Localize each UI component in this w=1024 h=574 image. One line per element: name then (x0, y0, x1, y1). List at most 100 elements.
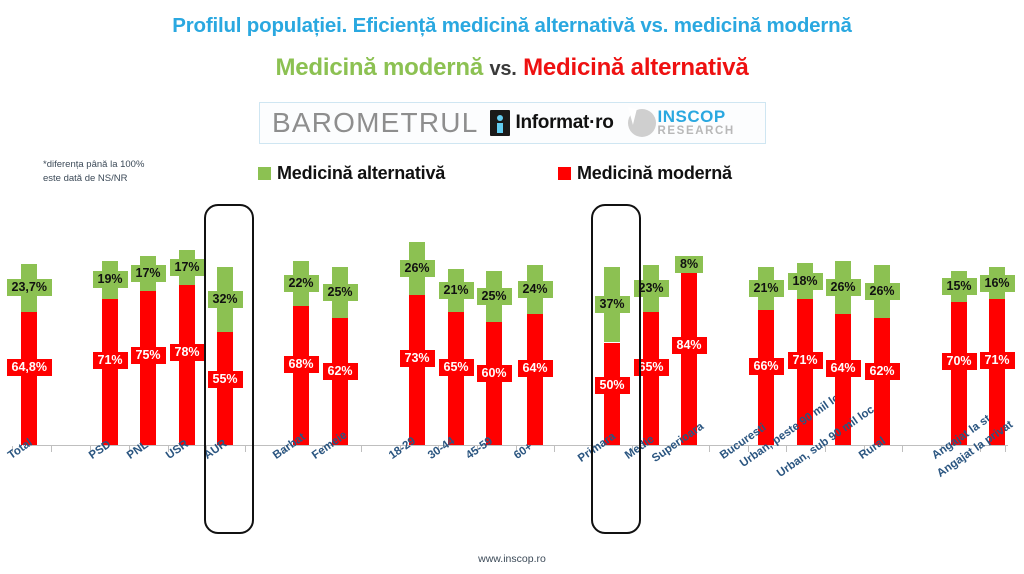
x-axis-tick (206, 446, 207, 452)
inscop-wordmark: INSCOP RESEARCH (657, 108, 735, 137)
x-axis-tick (709, 446, 710, 452)
footer-url: www.inscop.ro (478, 553, 546, 565)
value-label-alternative: 23,7% (6, 279, 52, 297)
value-label-modern: 78% (169, 343, 205, 361)
value-label-modern: 50% (594, 377, 630, 395)
value-label-modern: 71% (92, 352, 128, 370)
x-axis-tick (1005, 446, 1006, 452)
x-axis-category-label: 45-59 (464, 435, 495, 462)
bar-segment-modern[interactable] (681, 272, 697, 445)
value-label-modern: 64% (517, 360, 553, 378)
inscop-subname: RESEARCH (657, 124, 735, 137)
footnote-ns-nr: *diferența până la 100% este dată de NS/N… (43, 158, 213, 186)
x-axis-tick (168, 446, 169, 452)
value-label-alternative: 17% (169, 259, 205, 277)
subtitle-vs: vs. (489, 58, 517, 80)
x-axis-tick (284, 446, 285, 452)
x-axis-category-label: 60+ (512, 440, 535, 462)
x-axis-tick (864, 446, 865, 452)
value-label-alternative: 25% (322, 283, 358, 301)
bar-segment-modern[interactable] (293, 305, 309, 445)
footnote-line-0: *diferența până la 100% (43, 159, 145, 170)
x-axis-category-label: PSD (87, 438, 114, 462)
bar-segment-modern[interactable] (874, 317, 890, 445)
x-axis-category-label: USR (164, 438, 191, 462)
bar-segment-modern[interactable] (486, 322, 502, 445)
value-label-modern: 65% (438, 359, 474, 377)
bar-segment-modern[interactable] (332, 317, 348, 445)
x-axis-tick (322, 446, 323, 452)
value-label-alternative: 32% (207, 290, 243, 308)
x-axis-tick (477, 446, 478, 452)
value-label-modern: 66% (748, 358, 784, 376)
x-axis-tick (825, 446, 826, 452)
x-axis-tick (51, 446, 52, 452)
informat-mark-icon (490, 110, 511, 136)
x-axis-tick (12, 446, 13, 452)
value-label-alternative: 21% (438, 281, 474, 299)
legend-item-2[interactable]: Medicină modernă (558, 163, 732, 184)
bar-segment-modern[interactable] (448, 311, 464, 445)
x-axis-line (28, 445, 1008, 446)
bar-segment-modern[interactable] (217, 332, 233, 445)
value-label-modern: 84% (671, 336, 707, 354)
legend-label: Medicină alternativă (277, 162, 446, 183)
legend-item-1[interactable]: Medicină alternativă (258, 163, 445, 184)
bar-segment-modern[interactable] (758, 309, 774, 445)
x-axis-tick (632, 446, 633, 452)
bar-segment-modern[interactable] (179, 285, 195, 445)
logo-strip: BAROMETRUL Informat·ro INSCOP RESEARCH (259, 102, 766, 144)
informat-ro-label: Informat·ro (515, 112, 614, 133)
x-axis-tick (516, 446, 517, 452)
x-axis-category-label: Urban, sub 90 mil loc (775, 403, 877, 480)
footnote-line-1: este dată de NS/NR (43, 173, 128, 184)
subtitle-modern: Medicină modernă (275, 54, 483, 81)
value-label-alternative: 26% (399, 260, 435, 278)
value-label-modern: 55% (207, 371, 243, 389)
highlight-box-aur (204, 204, 254, 534)
value-label-alternative: 26% (864, 282, 900, 300)
bar-segment-modern[interactable] (835, 313, 851, 445)
value-label-alternative: 23% (633, 279, 669, 297)
x-axis-category-label: Rural (857, 435, 888, 462)
bar-segment-modern[interactable] (643, 311, 659, 445)
x-axis-tick (438, 446, 439, 452)
subtitle-alternative: Medicină alternativă (523, 54, 749, 81)
value-label-alternative: 22% (283, 274, 319, 292)
x-axis-tick (400, 446, 401, 452)
x-axis-tick (361, 446, 362, 452)
value-label-alternative: 37% (594, 296, 630, 314)
bar-segment-modern[interactable] (21, 312, 37, 445)
legend-swatch-icon (258, 166, 271, 180)
x-axis-category-label: 18-29 (387, 435, 418, 462)
x-axis-tick (129, 446, 130, 452)
bar-segment-modern[interactable] (989, 299, 1005, 445)
value-label-modern: 71% (787, 352, 823, 370)
legend-swatch-icon (558, 166, 571, 180)
x-axis-tick (593, 446, 594, 452)
bar-segment-modern[interactable] (951, 301, 967, 445)
x-axis-category-label: 30-44 (426, 435, 457, 462)
value-label-modern: 62% (322, 362, 358, 380)
bar-segment-modern[interactable] (797, 299, 813, 445)
x-axis-category-label: PNL (125, 438, 151, 462)
bar-segment-modern[interactable] (140, 291, 156, 445)
inscop-research-logo: INSCOP RESEARCH (627, 108, 735, 137)
bar-segment-modern[interactable] (409, 295, 425, 445)
value-label-modern: 75% (130, 347, 166, 365)
value-label-modern: 68% (283, 355, 319, 373)
value-label-modern: 71% (979, 352, 1015, 370)
value-label-modern: 62% (864, 362, 900, 380)
bar-segment-modern[interactable] (102, 299, 118, 445)
legend-label: Medicină modernă (577, 162, 732, 183)
value-label-alternative: 8% (675, 256, 704, 274)
inscop-circle-icon (627, 109, 656, 137)
x-axis-category-label: Barbat (271, 431, 308, 462)
x-axis-tick (90, 446, 91, 452)
value-label-alternative: 15% (941, 277, 977, 295)
informat-ro-logo: Informat·ro (490, 110, 614, 136)
value-label-modern: 60% (476, 365, 512, 383)
x-axis-tick (670, 446, 671, 452)
bar-segment-modern[interactable] (527, 313, 543, 445)
